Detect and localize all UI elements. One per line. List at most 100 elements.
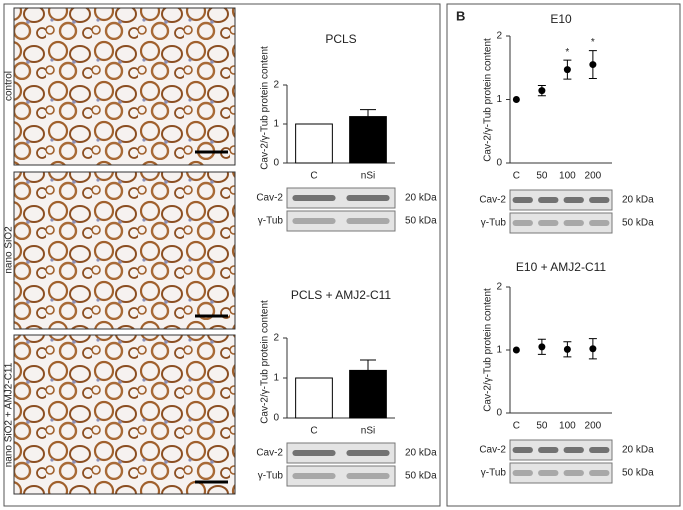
blot-lane — [589, 447, 610, 453]
x-tick-label: C — [310, 426, 317, 437]
blot-lane — [346, 473, 390, 479]
point — [563, 345, 571, 353]
panel-a-frame — [3, 3, 441, 507]
y-tick-label: 1 — [496, 94, 502, 105]
x-tick-label: C — [513, 171, 520, 182]
blot-size: 20 kDa — [405, 193, 437, 204]
blot-name: γ-Tub — [481, 468, 507, 479]
chart-title: E10 — [550, 12, 572, 26]
blot-name: γ-Tub — [258, 216, 284, 227]
blot-lane — [589, 220, 610, 226]
significance: * — [591, 37, 595, 48]
blot-lane — [346, 218, 390, 224]
x-tick-label: 200 — [585, 171, 602, 182]
blot-name: Cav-2 — [479, 445, 506, 456]
y-axis-label: Cav-2/γ-Tub protein content — [260, 300, 271, 424]
x-tick-label: 200 — [585, 421, 602, 432]
blot-lane — [538, 220, 559, 226]
blot-lane — [589, 470, 610, 476]
blot-lane — [512, 220, 533, 226]
bar — [349, 369, 387, 419]
blot-band — [509, 439, 613, 461]
blot-size: 50 kDa — [405, 216, 437, 227]
y-tick-label: 0 — [273, 158, 279, 169]
point — [512, 96, 520, 103]
blot-name: Cav-2 — [479, 195, 506, 206]
blot-lane — [538, 197, 559, 203]
blot-band — [286, 210, 396, 232]
blot-lane — [538, 447, 559, 453]
x-tick-label: 100 — [559, 171, 576, 182]
micrograph — [13, 7, 236, 166]
image-label: control — [4, 71, 15, 101]
y-tick-label: 1 — [273, 119, 279, 130]
significance: * — [565, 47, 569, 58]
blot-lane — [512, 447, 533, 453]
chart-title: PCLS + AMJ2-C11 — [291, 288, 391, 302]
point — [589, 345, 597, 353]
blot-lane — [292, 450, 336, 456]
blot-lane — [589, 197, 610, 203]
y-axis-label: Cav-2/γ-Tub protein content — [483, 38, 494, 162]
blot-band — [286, 187, 396, 209]
blot-lane — [538, 470, 559, 476]
blot-name: Cav-2 — [256, 193, 283, 204]
blot-band — [286, 442, 396, 464]
y-tick-label: 2 — [496, 282, 502, 293]
chart-title: PCLS — [325, 32, 356, 46]
y-axis-label: Cav-2/γ-Tub protein content — [483, 288, 494, 412]
blot-lane — [512, 470, 533, 476]
panel-label: B — [456, 8, 465, 23]
blot-band — [286, 465, 396, 487]
y-tick-label: 0 — [273, 413, 279, 424]
blot-name: γ-Tub — [481, 218, 507, 229]
blot-size: 20 kDa — [405, 448, 437, 459]
bar — [295, 377, 333, 419]
micrograph — [13, 334, 236, 495]
micrograph — [13, 171, 236, 330]
blot-lane — [563, 197, 584, 203]
blot-size: 20 kDa — [622, 195, 654, 206]
y-axis-label: Cav-2/γ-Tub protein content — [260, 46, 271, 170]
blot-name: γ-Tub — [258, 471, 284, 482]
blot-band — [509, 212, 613, 234]
blot-lane — [292, 218, 336, 224]
panel-b-frame — [446, 3, 681, 507]
x-tick-label: nSi — [361, 171, 375, 182]
blot-size: 20 kDa — [622, 445, 654, 456]
y-tick-label: 0 — [496, 408, 502, 419]
y-tick-label: 2 — [273, 80, 279, 91]
image-label: nano SiO2 — [4, 226, 15, 274]
point — [589, 61, 597, 69]
x-tick-label: C — [310, 171, 317, 182]
bar — [295, 123, 333, 164]
blot-name: Cav-2 — [256, 448, 283, 459]
point — [538, 87, 546, 95]
x-tick-label: 50 — [536, 421, 548, 432]
x-tick-label: 100 — [559, 421, 576, 432]
y-tick-label: 2 — [273, 333, 279, 344]
blot-band — [509, 462, 613, 484]
blot-lane — [563, 220, 584, 226]
y-tick-label: 2 — [496, 31, 502, 42]
x-tick-label: 50 — [536, 171, 548, 182]
image-label: nano SiO2 + AMJ2-C11 — [4, 362, 15, 467]
blot-band — [509, 189, 613, 211]
blot-lane — [563, 447, 584, 453]
blot-size: 50 kDa — [622, 468, 654, 479]
blot-lane — [346, 450, 390, 456]
blot-size: 50 kDa — [622, 218, 654, 229]
blot-lane — [512, 197, 533, 203]
y-tick-label: 1 — [496, 345, 502, 356]
blot-lane — [346, 195, 390, 201]
blot-size: 50 kDa — [405, 471, 437, 482]
y-tick-label: 0 — [496, 158, 502, 169]
point — [563, 66, 571, 74]
x-tick-label: nSi — [361, 426, 375, 437]
point — [538, 343, 546, 351]
blot-lane — [563, 470, 584, 476]
blot-lane — [292, 473, 336, 479]
x-tick-label: C — [513, 421, 520, 432]
blot-lane — [292, 195, 336, 201]
